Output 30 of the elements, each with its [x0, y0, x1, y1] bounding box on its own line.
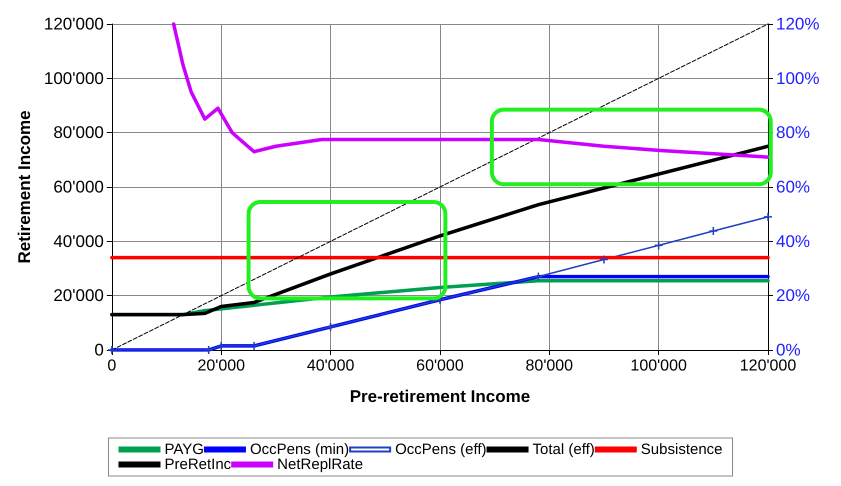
y-tick-label: 80'000 [53, 123, 104, 142]
x-tick-label: 80'000 [526, 358, 574, 374]
legend-label: OccPens (eff) [395, 441, 487, 458]
legend-label: PreRetInc [164, 456, 232, 473]
y2-tick-label: 40% [776, 232, 810, 251]
y-tick-label: 100'000 [44, 68, 104, 88]
y-tick-label: 0 [94, 340, 104, 360]
y2-tick-label: 120% [776, 14, 820, 34]
y2-tick-label: 0% [776, 340, 801, 360]
x-tick-label: 60'000 [416, 358, 464, 374]
legend-label: Total (eff) [532, 441, 595, 458]
x-tick-label: 100'000 [630, 358, 687, 374]
y2-tick-label: 80% [776, 123, 810, 142]
x-tick-label: 40'000 [306, 358, 354, 374]
legend-label: OccPens (min) [250, 441, 350, 458]
legend-label: PAYG [164, 441, 204, 458]
x-tick-label: 120'000 [740, 358, 796, 374]
y-tick-label: 120'000 [44, 14, 104, 34]
y2-tick-label: 20% [776, 286, 810, 306]
y2-tick-label: 60% [776, 178, 810, 196]
y-tick-label: 20'000 [53, 286, 104, 306]
legend-label: Subsistence [640, 441, 723, 458]
y2-tick-label: 100% [776, 68, 820, 88]
y-tick-label: 60'000 [53, 178, 104, 196]
x-tick-label: 20'000 [197, 358, 246, 374]
y-tick-label: 40'000 [53, 232, 104, 251]
legend-label: NetReplRate [277, 456, 364, 473]
x-axis-title: Pre-retirement Income [350, 387, 530, 406]
x-tick-label: 0 [107, 358, 116, 374]
y-axis-title: Retirement Income [15, 110, 34, 264]
